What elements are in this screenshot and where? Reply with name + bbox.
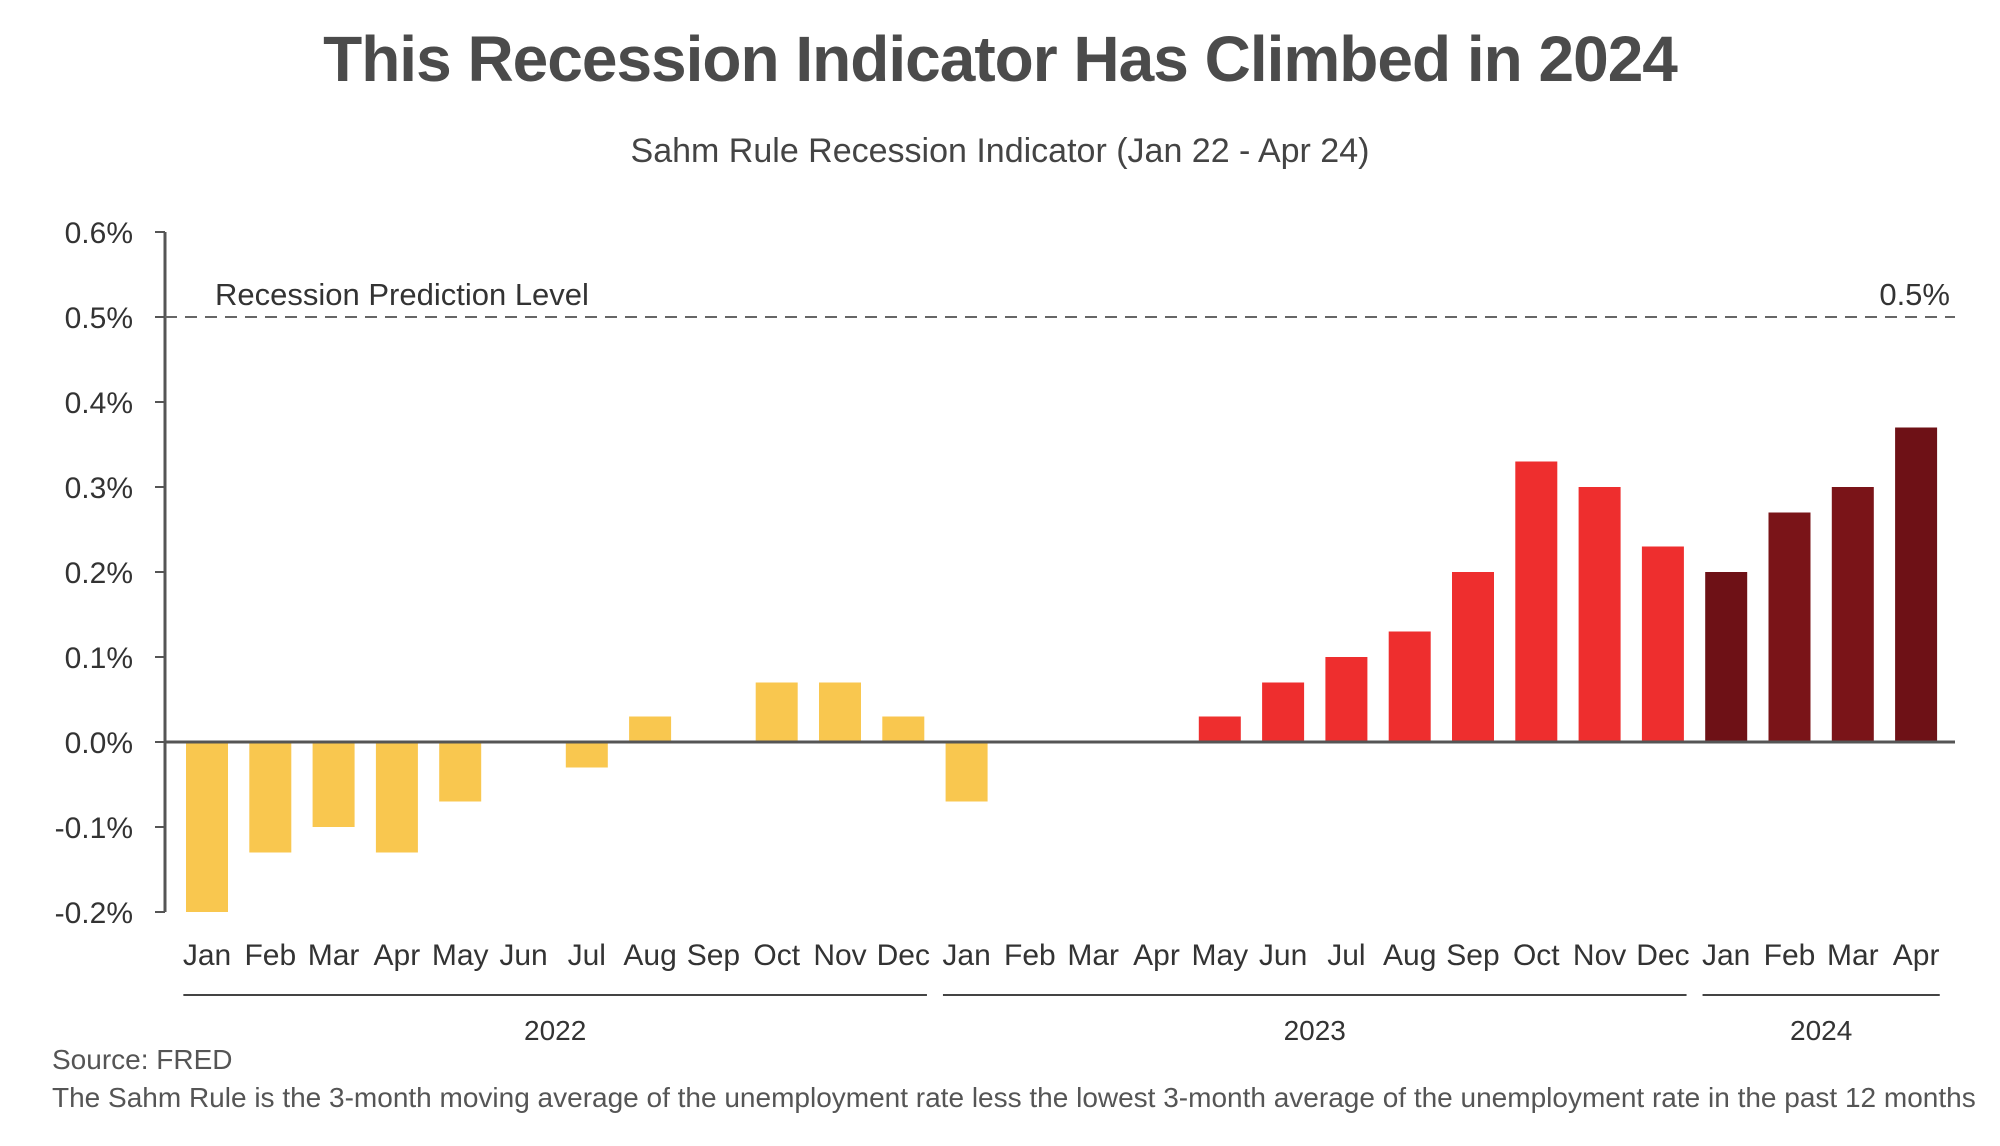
y-tick-label: -0.2% — [55, 897, 133, 930]
y-tick-label: 0.0% — [65, 727, 133, 760]
bar — [1198, 716, 1241, 742]
x-tick-label: Feb — [1004, 939, 1056, 972]
definition-note: The Sahm Rule is the 3-month moving aver… — [52, 1082, 1976, 1113]
x-tick-label: Mar — [308, 939, 360, 972]
bar — [882, 716, 925, 742]
x-tick-label: Oct — [1513, 939, 1560, 972]
x-axis-labels: Jan Feb Mar Apr May Jun Jul Aug Sep Oct Nov Dec Jan F… — [183, 939, 1940, 972]
recession-threshold-value: 0.5% — [1879, 277, 1950, 312]
year-label: 2024 — [1790, 1015, 1852, 1046]
x-tick-label: Jun — [499, 939, 547, 972]
bar — [1452, 572, 1494, 742]
bar — [1515, 461, 1558, 742]
year-label: 2023 — [1284, 1015, 1346, 1046]
x-tick-label: Jan — [1702, 939, 1750, 972]
x-tick-label: Nov — [1573, 939, 1626, 972]
year-groups: 2022 2023 2024 — [183, 994, 1940, 1046]
bar — [819, 682, 861, 742]
bar — [1895, 427, 1938, 742]
x-tick-label: Apr — [1133, 939, 1180, 972]
bar — [1578, 487, 1621, 742]
recession-threshold-label: Recession Prediction Level — [215, 277, 589, 312]
bar — [439, 742, 482, 802]
source-note: Source: FRED — [52, 1044, 233, 1075]
bar — [249, 742, 292, 853]
x-tick-label: Oct — [753, 939, 800, 972]
chart-title: This Recession Indicator Has Climbed in … — [323, 23, 1678, 95]
bar — [1325, 657, 1368, 742]
y-tick-label: 0.5% — [65, 302, 133, 335]
x-tick-label: Dec — [1636, 939, 1689, 972]
y-tick-label: 0.6% — [65, 217, 133, 250]
x-tick-label: May — [1191, 939, 1248, 972]
x-tick-label: Jul — [568, 939, 606, 972]
y-tick-label: 0.4% — [65, 387, 133, 420]
x-tick-label: Mar — [1827, 939, 1879, 972]
bar — [1705, 572, 1748, 742]
recession-reference: Recession Prediction Level 0.5% — [165, 277, 1955, 318]
x-tick-label: Dec — [877, 939, 930, 972]
x-tick-label: Apr — [374, 939, 421, 972]
x-tick-label: Sep — [687, 939, 740, 972]
y-tick-label: 0.3% — [65, 472, 133, 505]
x-tick-label: Aug — [1383, 939, 1436, 972]
bar — [755, 682, 798, 742]
bar — [375, 742, 418, 853]
bar — [945, 742, 988, 802]
y-tick-label: 0.2% — [65, 557, 133, 590]
x-tick-label: Mar — [1067, 939, 1119, 972]
bar — [1388, 631, 1431, 742]
bar — [565, 742, 608, 768]
x-tick-label: Jun — [1259, 939, 1307, 972]
bars — [186, 427, 1938, 912]
x-tick-label: Jul — [1327, 939, 1365, 972]
bar — [629, 716, 672, 742]
bar — [1831, 487, 1874, 742]
bar — [312, 742, 355, 827]
bar — [1768, 512, 1811, 742]
x-tick-label: Jan — [183, 939, 231, 972]
x-tick-label: Aug — [623, 939, 676, 972]
x-tick-label: May — [432, 939, 489, 972]
x-tick-label: Apr — [1893, 939, 1940, 972]
y-tick-label: 0.1% — [65, 642, 133, 675]
x-tick-label: Feb — [244, 939, 296, 972]
y-axis: -0.2% -0.1% 0.0% 0.1% 0.2% 0.3% 0.4% 0.5% 0.6% — [55, 217, 167, 930]
chart-subtitle: Sahm Rule Recession Indicator (Jan 22 - … — [630, 132, 1370, 170]
x-tick-label: Nov — [813, 939, 866, 972]
y-tick-label: -0.1% — [55, 812, 133, 845]
x-tick-label: Sep — [1446, 939, 1499, 972]
bar — [1641, 546, 1684, 742]
x-tick-label: Jan — [942, 939, 990, 972]
bar — [186, 742, 228, 912]
year-label: 2022 — [524, 1015, 586, 1046]
bar — [1262, 682, 1305, 742]
x-tick-label: Feb — [1764, 939, 1816, 972]
